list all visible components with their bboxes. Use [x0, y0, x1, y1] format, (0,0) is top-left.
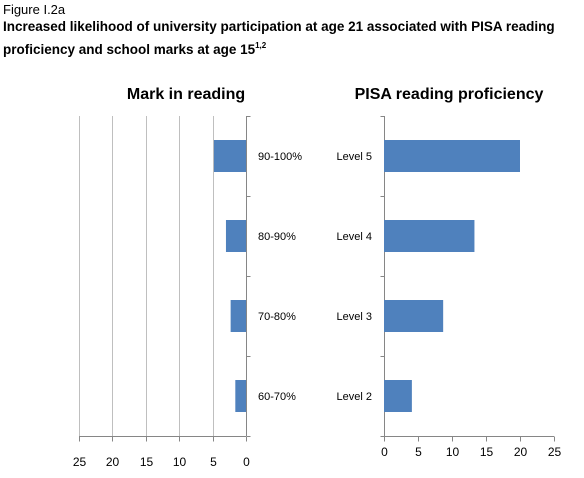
panel1-category-label: 70-80%	[258, 311, 296, 323]
panel1-x-tick-label: 15	[140, 455, 154, 469]
figure-title: Increased likelihood of university parti…	[3, 17, 578, 59]
panel1-category-label: 90-100%	[258, 151, 302, 163]
panel1-x-tick-label: 25	[73, 455, 87, 469]
figure-title-text: Increased likelihood of university parti…	[3, 19, 555, 57]
panel2-x-tick-label: 5	[415, 445, 422, 459]
panel2-category-label: Level 3	[337, 311, 372, 323]
panel2-bar-level-4	[384, 220, 475, 252]
panel1-title: Mark in reading	[127, 86, 245, 103]
panel2-x-tick-label: 0	[381, 445, 388, 459]
panel1-x-tick-label: 10	[173, 455, 187, 469]
panel2-bar-level-3	[384, 300, 444, 332]
panel2-bar-level-2	[384, 380, 412, 412]
panel2-category-label: Level 5	[337, 151, 372, 163]
panel1-x-tick-label: 5	[210, 455, 217, 469]
panel1-bar-60-70-	[235, 380, 246, 412]
figure-label: Figure I.2a	[3, 2, 66, 17]
panel2-x-tick-label: 25	[548, 445, 562, 459]
panel1-bar-90-100-	[213, 140, 246, 172]
panel1-x-tick-label: 20	[106, 455, 120, 469]
panel1-bar-80-90-	[225, 220, 246, 252]
panel1-bar-70-80-	[230, 300, 246, 332]
panel2-category-label: Level 2	[337, 391, 372, 403]
panel2-x-tick-label: 10	[446, 445, 460, 459]
figure-title-footnote: 1,2	[255, 41, 267, 50]
panel2-x-tick-label: 15	[480, 445, 494, 459]
panel1-x-tick-label: 0	[243, 455, 250, 469]
panel2-bar-level-5	[384, 140, 520, 172]
panel2-category-label: Level 4	[337, 231, 372, 243]
panel1-category-label: 80-90%	[258, 231, 296, 243]
panel1-category-label: 60-70%	[258, 391, 296, 403]
panel2-x-tick-label: 20	[514, 445, 528, 459]
panel2-title: PISA reading proficiency	[355, 86, 544, 103]
